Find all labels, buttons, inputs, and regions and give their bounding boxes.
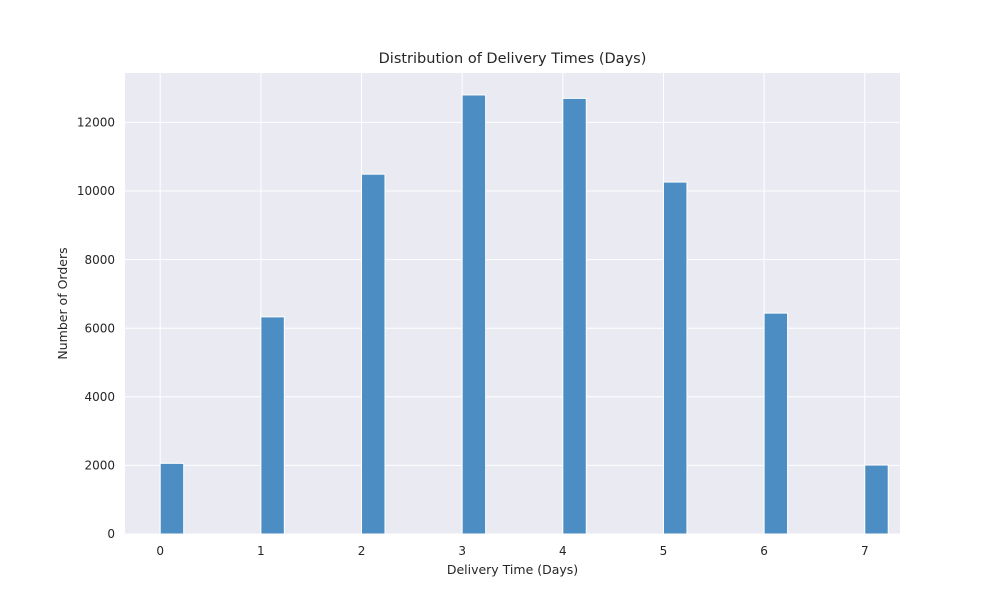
bar-7 xyxy=(864,464,889,535)
bars xyxy=(159,94,889,535)
bar-5 xyxy=(662,181,688,535)
x-tick-label: 2 xyxy=(358,544,366,558)
chart-title: Distribution of Delivery Times (Days) xyxy=(379,51,647,67)
y-tick-label: 6000 xyxy=(84,321,115,335)
y-axis-ticks: 0 2000 4000 6000 8000 10000 12000 xyxy=(77,116,115,542)
bar-3 xyxy=(461,94,487,535)
y-axis-label: Number of Orders xyxy=(55,247,70,359)
y-tick-label: 4000 xyxy=(84,390,115,404)
x-tick-label: 7 xyxy=(861,544,869,558)
x-tick-label: 6 xyxy=(760,544,768,558)
bar-2 xyxy=(361,173,386,535)
y-tick-label: 10000 xyxy=(77,184,115,198)
x-tick-label: 5 xyxy=(660,544,668,558)
y-tick-label: 0 xyxy=(107,527,115,541)
x-tick-label: 4 xyxy=(559,544,567,558)
y-tick-label: 2000 xyxy=(84,459,115,473)
y-tick-label: 8000 xyxy=(84,253,115,267)
bar-0 xyxy=(159,462,185,535)
y-tick-label: 12000 xyxy=(77,116,115,130)
x-tick-label: 3 xyxy=(458,544,466,558)
bar-6 xyxy=(763,312,789,535)
x-axis-ticks: 0 1 2 3 4 5 6 7 xyxy=(156,544,868,558)
bar-4 xyxy=(562,97,587,535)
bar-1 xyxy=(260,316,285,535)
x-axis-label: Delivery Time (Days) xyxy=(447,562,578,577)
x-tick-label: 0 xyxy=(156,544,164,558)
x-tick-label: 1 xyxy=(257,544,265,558)
